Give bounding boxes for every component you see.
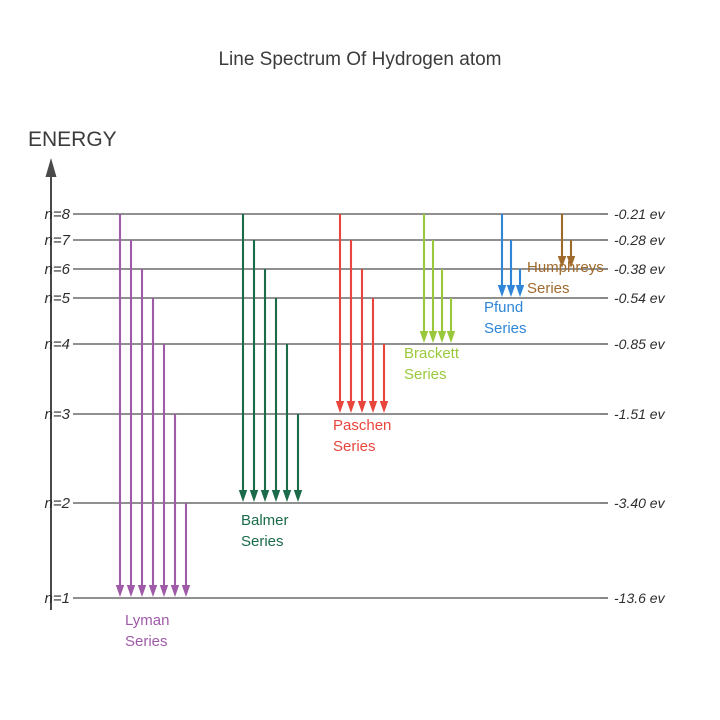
energy-levels-group: n=8 -0.21 ev n=7 -0.28 ev n=6 -0.38 ev n=5 -0.5… <box>45 206 666 607</box>
series-label-paschen-series: Paschen Series <box>333 417 391 455</box>
arrowhead-7-to-1 <box>126 585 136 597</box>
energy-level-row: n=5 -0.54 ev <box>45 290 666 307</box>
level-label-n1: n=1 <box>45 590 70 607</box>
arrowhead-8-to-2 <box>238 490 248 502</box>
arrowhead-3-to-1 <box>170 585 180 597</box>
level-label-n7: n=7 <box>45 232 71 249</box>
energy-level-row: n=4 -0.85 ev <box>45 336 666 353</box>
arrowhead-6-to-4 <box>437 331 447 343</box>
arrowhead-5-to-3 <box>368 401 378 413</box>
arrowhead-4-to-1 <box>159 585 169 597</box>
page-title: Line Spectrum Of Hydrogen atom <box>218 49 501 70</box>
series-paschen-series <box>335 214 389 413</box>
arrowhead-5-to-1 <box>148 585 158 597</box>
arrowhead-8-to-6 <box>557 256 567 268</box>
series-label-brackett-series: Brackett Series <box>404 345 460 383</box>
transition-series-group <box>115 214 576 597</box>
arrowhead-7-to-5 <box>506 285 516 297</box>
energy-level-row: n=8 -0.21 ev <box>45 206 666 223</box>
energy-level-row: n=2 -3.40 ev <box>45 495 666 512</box>
energy-value-n2: -3.40 ev <box>614 495 666 511</box>
arrowhead-3-to-2 <box>293 490 303 502</box>
energy-level-row: n=6 -0.38 ev <box>45 261 666 278</box>
level-label-n6: n=6 <box>45 261 71 278</box>
series-labels-group: LymanSeriesBalmerSeriesPaschenSeriesBrac… <box>125 259 604 650</box>
arrowhead-7-to-2 <box>249 490 259 502</box>
arrowhead-7-to-3 <box>346 401 356 413</box>
arrowhead-7-to-6 <box>566 256 576 268</box>
energy-axis-label: ENERGY <box>28 128 117 151</box>
energy-level-row: n=3 -1.51 ev <box>45 406 666 423</box>
series-brackett-series <box>419 214 456 343</box>
arrowhead-6-to-1 <box>137 585 147 597</box>
energy-value-n6: -0.38 ev <box>614 261 666 277</box>
series-label-line2: Series <box>404 366 447 383</box>
arrowhead-4-to-3 <box>379 401 389 413</box>
series-label-line2: Series <box>527 280 570 297</box>
energy-value-n3: -1.51 ev <box>614 406 666 422</box>
arrowhead-8-to-5 <box>497 285 507 297</box>
series-label-humphreys-series: Humphreys Series <box>527 259 604 297</box>
series-label-line2: Series <box>125 633 168 650</box>
series-label-line1: Pfund <box>484 299 523 316</box>
arrowhead-2-to-1 <box>181 585 191 597</box>
level-label-n8: n=8 <box>45 206 71 223</box>
arrowhead-7-to-4 <box>428 331 438 343</box>
series-label-lyman-series: Lyman Series <box>125 612 169 650</box>
level-label-n2: n=2 <box>45 495 71 512</box>
series-label-balmer-series: Balmer Series <box>241 512 289 550</box>
series-label-line2: Series <box>333 438 376 455</box>
series-label-line1: Brackett <box>404 345 460 362</box>
series-label-line2: Series <box>241 533 284 550</box>
energy-level-row: n=7 -0.28 ev <box>45 232 666 249</box>
arrowhead-8-to-4 <box>419 331 429 343</box>
level-label-n3: n=3 <box>45 406 71 423</box>
arrowhead-5-to-4 <box>446 331 456 343</box>
energy-value-n5: -0.54 ev <box>614 290 666 306</box>
series-label-line1: Paschen <box>333 417 391 434</box>
series-label-line2: Series <box>484 320 527 337</box>
series-label-line1: Lyman <box>125 612 169 629</box>
series-pfund-series <box>497 214 525 297</box>
level-label-n5: n=5 <box>45 290 71 307</box>
series-lyman-series <box>115 214 191 597</box>
arrowhead-5-to-2 <box>271 490 281 502</box>
arrowhead-4-to-2 <box>282 490 292 502</box>
arrowhead-8-to-3 <box>335 401 345 413</box>
series-label-pfund-series: Pfund Series <box>484 299 527 337</box>
series-label-line1: Humphreys <box>527 259 604 276</box>
series-balmer-series <box>238 214 303 502</box>
arrowhead-6-to-2 <box>260 490 270 502</box>
arrowhead-6-to-3 <box>357 401 367 413</box>
energy-value-n8: -0.21 ev <box>614 206 666 222</box>
energy-level-row: n=1 -13.6 ev <box>45 590 666 607</box>
energy-value-n4: -0.85 ev <box>614 336 666 352</box>
energy-value-n7: -0.28 ev <box>614 232 666 248</box>
series-humphreys-series <box>557 214 576 268</box>
series-label-line1: Balmer <box>241 512 289 529</box>
arrowhead-8-to-1 <box>115 585 125 597</box>
energy-value-n1: -13.6 ev <box>614 590 666 606</box>
level-label-n4: n=4 <box>45 336 70 353</box>
arrowhead-6-to-5 <box>515 285 525 297</box>
energy-axis-arrow-icon <box>45 158 57 610</box>
